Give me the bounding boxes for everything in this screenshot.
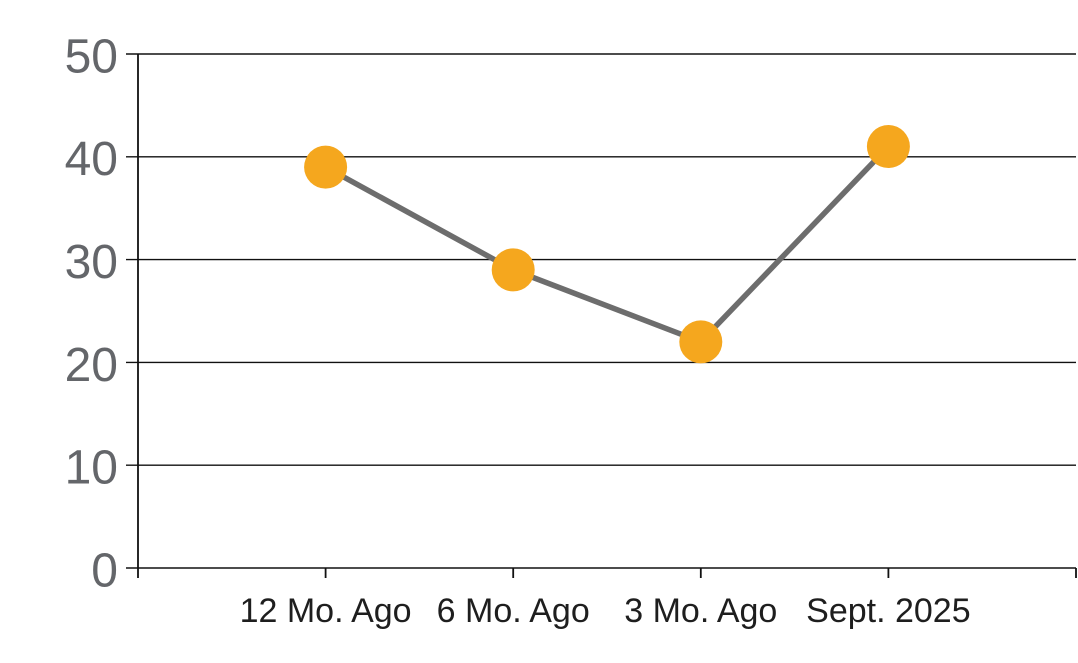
- x-tick-label-0: 12 Mo. Ago: [240, 592, 412, 630]
- x-tick-label-2: 3 Mo. Ago: [624, 592, 777, 630]
- x-tick-label-1: 6 Mo. Ago: [437, 592, 590, 630]
- y-tick-label-0: 0: [91, 544, 118, 597]
- series-line: [322, 143, 892, 345]
- y-tick-label-50: 50: [65, 30, 118, 83]
- x-tick-label-3: Sept. 2025: [806, 592, 970, 630]
- y-tick-label-20: 20: [65, 339, 118, 392]
- data-point-marker-3 Mo. Ago: [679, 320, 723, 364]
- y-tick-label-40: 40: [65, 133, 118, 186]
- data-point-marker-12 Mo. Ago: [304, 145, 348, 189]
- y-tick-label-30: 30: [65, 236, 118, 289]
- y-tick-label-10: 10: [65, 442, 118, 495]
- data-point-marker-Sept. 2025: [866, 125, 910, 169]
- data-point-marker-6 Mo. Ago: [491, 248, 535, 292]
